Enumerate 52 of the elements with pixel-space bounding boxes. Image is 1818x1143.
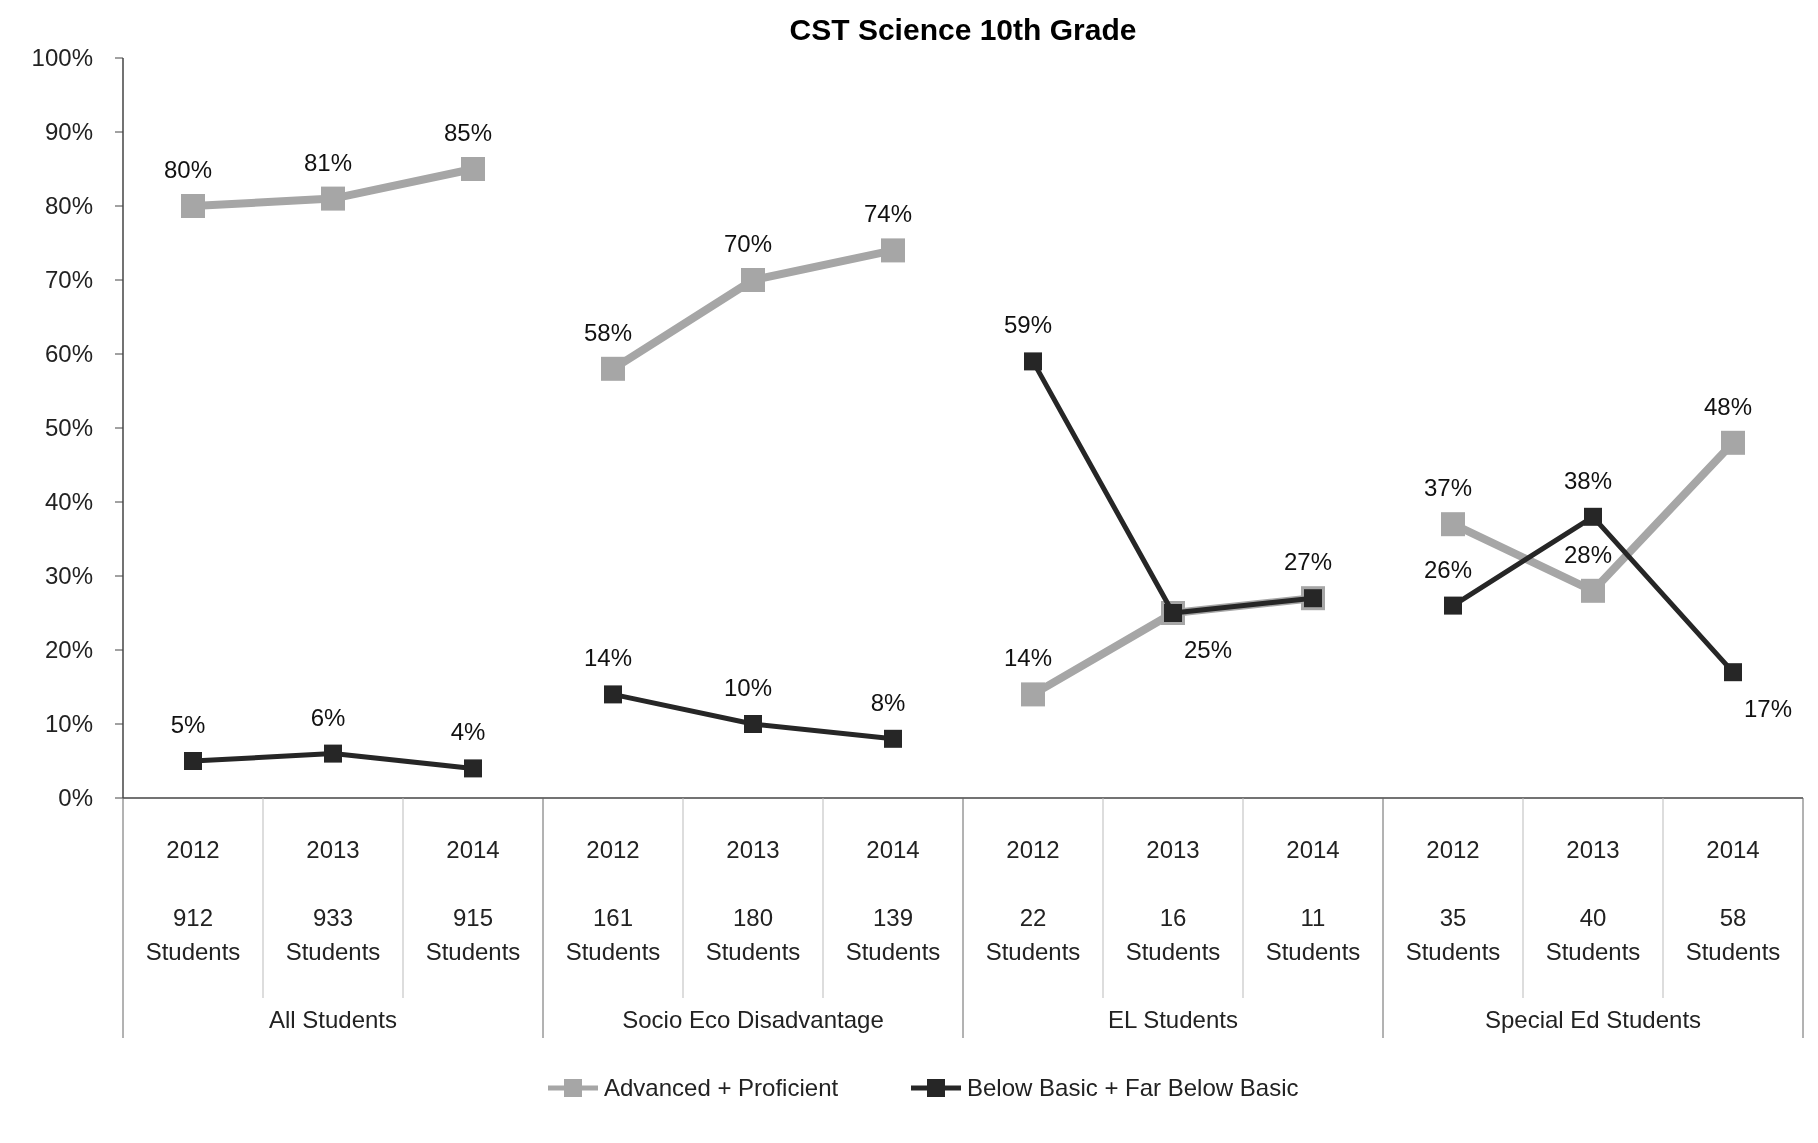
- data-label: 4%: [450, 718, 486, 746]
- text: Socio Eco Disadvantage: [622, 1006, 884, 1033]
- y-tick-label: 0%: [58, 784, 93, 811]
- y-tick-label: 60%: [44, 340, 93, 367]
- category-label: 2013 180 Students: [705, 836, 801, 965]
- data-label: 27%: [1283, 548, 1333, 576]
- data-label: 6%: [310, 703, 346, 731]
- data-label: 70%: [723, 230, 773, 257]
- category-label: 2012 912 Students: [145, 836, 241, 965]
- data-label: 26%: [1423, 555, 1473, 583]
- legend-label: Below Basic + Far Below Basic: [967, 1074, 1299, 1101]
- category-label: 2014 11 Students: [1265, 836, 1361, 965]
- text: All Students: [268, 1006, 398, 1033]
- data-label: 48%: [1703, 392, 1753, 420]
- category-label: 2012 35 Students: [1405, 836, 1501, 965]
- y-tick-label: 10%: [44, 710, 93, 737]
- data-label: 17%: [1743, 695, 1793, 723]
- category-label: 2013 40 Students: [1545, 836, 1641, 965]
- data-label: 14%: [583, 644, 633, 672]
- data-label: 14%: [1003, 644, 1053, 672]
- data-label: 38%: [1563, 466, 1613, 494]
- y-tick-label: 80%: [44, 192, 93, 219]
- category-label: 2012 161 Students: [565, 836, 661, 965]
- y-tick-label: 50%: [44, 414, 93, 441]
- data-label: 10%: [723, 674, 773, 701]
- category-label: 2013 933 Students: [285, 836, 381, 965]
- text: Special Ed Students: [1484, 1006, 1702, 1033]
- data-label: 74%: [863, 200, 913, 228]
- data-label: 37%: [1423, 474, 1473, 502]
- category-label: 2012 22 Students: [985, 836, 1081, 965]
- y-tick-label: 30%: [44, 562, 93, 589]
- text: EL Students: [1108, 1006, 1238, 1033]
- legend-label: Advanced + Proficient: [604, 1074, 839, 1101]
- data-label: 85%: [443, 119, 493, 146]
- data-label: 81%: [303, 148, 353, 176]
- data-label: 80%: [163, 156, 213, 183]
- y-tick-label: 90%: [44, 118, 93, 145]
- category-label: 2014 139 Students: [845, 836, 941, 965]
- y-tick-label: 70%: [44, 266, 93, 293]
- category-label: 2014 915 Students: [425, 836, 521, 965]
- y-tick-label: 40%: [44, 488, 93, 515]
- category-label: 2013 16 Students: [1125, 836, 1221, 965]
- y-tick-label: 100%: [31, 44, 93, 71]
- data-label: 8%: [870, 688, 906, 716]
- data-label: 59%: [1003, 311, 1053, 339]
- chart-title: CST Science 10th Grade: [789, 13, 1137, 46]
- data-label: 28%: [1563, 540, 1613, 568]
- data-label: 5%: [170, 711, 206, 738]
- data-label: 58%: [583, 318, 633, 346]
- category-label: 2014 58 Students: [1685, 836, 1781, 965]
- data-label: 25%: [1183, 636, 1233, 663]
- y-tick-label: 20%: [44, 636, 93, 663]
